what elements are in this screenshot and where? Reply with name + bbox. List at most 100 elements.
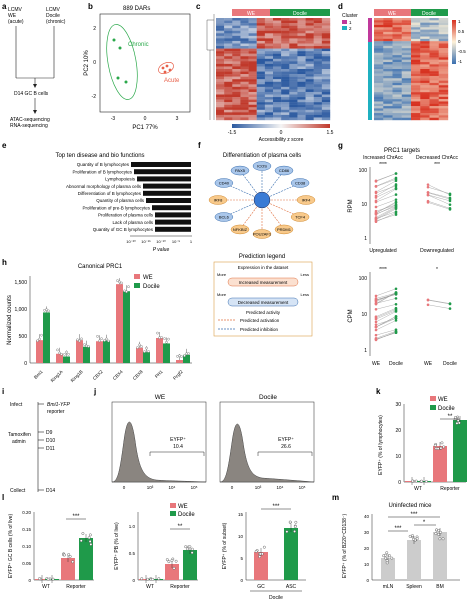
c-heat-cell <box>273 63 282 67</box>
f-node-label: PRDM1 <box>277 227 292 232</box>
f-legend-increased-shape <box>227 277 299 287</box>
e-category-label: Lymphopoiesis <box>105 177 136 182</box>
e-bar <box>155 219 191 225</box>
d-heat-cell <box>411 52 421 56</box>
c-heat-cell <box>240 84 249 88</box>
c-heat-cell <box>216 20 225 24</box>
c-dendrogram <box>206 14 215 120</box>
d-heat-cell <box>429 96 439 100</box>
h-category-label: CBX8 <box>132 369 144 381</box>
i-reporter2: reporter <box>47 409 65 415</box>
c-heat-cell <box>313 97 323 100</box>
c-heat-cell <box>232 76 241 80</box>
g-pair-line <box>427 194 451 202</box>
d-heat-cell <box>420 38 430 42</box>
b-xtick: 0 <box>144 116 147 122</box>
c-heat-cell <box>305 33 314 37</box>
c-heat-cell <box>321 104 331 108</box>
d-heat-cell <box>420 71 430 74</box>
d-heat-cell <box>383 27 393 30</box>
c-heat-cell <box>305 30 314 34</box>
panel-b: 889 DARs Chronic Acute -3 0 3 2 0 -2 PC1… <box>84 6 191 131</box>
data-point <box>385 551 389 555</box>
g-point-docile <box>448 199 452 203</box>
g-pair-line <box>375 293 397 301</box>
c-heat-cell <box>224 97 233 100</box>
c-heat-cell <box>297 61 306 65</box>
d-heat-cell <box>374 78 384 81</box>
data-point <box>146 577 150 581</box>
c-heat-cell <box>321 117 331 121</box>
j-gate-docile <box>257 451 313 456</box>
data-point <box>384 553 387 557</box>
c-heat-cell <box>248 84 257 88</box>
d-heat-cell <box>429 117 439 121</box>
panel-letter-c: c <box>196 2 201 11</box>
d-heat-cell <box>374 108 384 111</box>
c-heat-cell <box>256 71 266 75</box>
k-ytick: 10 <box>395 454 401 460</box>
c-heat-cell <box>224 109 233 113</box>
b-point <box>165 64 169 68</box>
c-heat-cell <box>240 97 249 100</box>
c-heat-cell <box>313 40 323 44</box>
data-point <box>390 556 394 560</box>
c-heat-cell <box>321 43 331 47</box>
data-point <box>140 577 144 581</box>
f-node <box>274 165 294 176</box>
d-heat-cell <box>411 59 421 63</box>
g-pair-line <box>375 187 397 198</box>
c-heat-cell <box>264 35 274 39</box>
d-heat-cell <box>374 89 384 93</box>
d-heat-cell <box>383 108 393 111</box>
c-heat-cell <box>297 18 306 21</box>
c-heat-cell <box>313 117 323 121</box>
d-heat-cell <box>411 75 421 79</box>
f-center-node <box>253 191 271 209</box>
c-heat-cell <box>224 69 233 72</box>
c-heat-cell <box>321 76 331 80</box>
c-heat-cell <box>232 102 241 105</box>
e-bar <box>143 183 191 189</box>
c-heat-cell <box>232 114 241 118</box>
c-heat-cell <box>256 91 266 95</box>
c-heat-cell <box>297 99 306 103</box>
d-heat-cell <box>438 82 449 86</box>
c-heat-cell <box>224 66 233 70</box>
g-point-docile <box>394 205 398 208</box>
c-heat-cell <box>297 53 306 57</box>
a-left-line1: LCMV <box>8 7 23 13</box>
f-legend-sub: Expression in the dataset <box>238 265 289 270</box>
c-heat-cell <box>313 43 323 47</box>
c-heat-cell <box>305 43 314 47</box>
data-point <box>254 550 258 553</box>
g-top-ytick: 100 <box>359 168 368 174</box>
d-heat-cell <box>411 31 421 35</box>
c-heat-cell <box>297 58 306 62</box>
c-heat-cell <box>256 53 266 57</box>
c-heat-cell <box>264 86 274 90</box>
c-heat-cell <box>297 28 306 31</box>
data-point <box>167 560 171 564</box>
c-heat-cell <box>297 97 306 100</box>
c-heat-cell <box>224 84 233 88</box>
e-category-label: Quantity of plasma cells <box>96 198 145 203</box>
c-heat-cell <box>248 43 257 47</box>
c-heat-cell <box>305 66 314 70</box>
d-heat-cell <box>383 50 393 53</box>
c-heat-cell <box>273 86 282 90</box>
c-heat-cell <box>281 91 290 95</box>
data-point <box>79 539 83 543</box>
g-x-we: WE <box>372 361 381 367</box>
data-point <box>439 446 443 450</box>
m-xcat: BM <box>436 584 444 590</box>
c-heat-cell <box>297 66 306 70</box>
b-point <box>124 80 128 84</box>
d-heat-cell <box>383 48 393 51</box>
d-heat-cell <box>429 27 439 30</box>
c-heat-cell <box>240 28 249 31</box>
d-heat-cell <box>420 29 430 33</box>
d-heat-cell <box>374 94 384 98</box>
d-heat-cell <box>374 18 384 21</box>
d-heat-cell <box>401 48 412 51</box>
